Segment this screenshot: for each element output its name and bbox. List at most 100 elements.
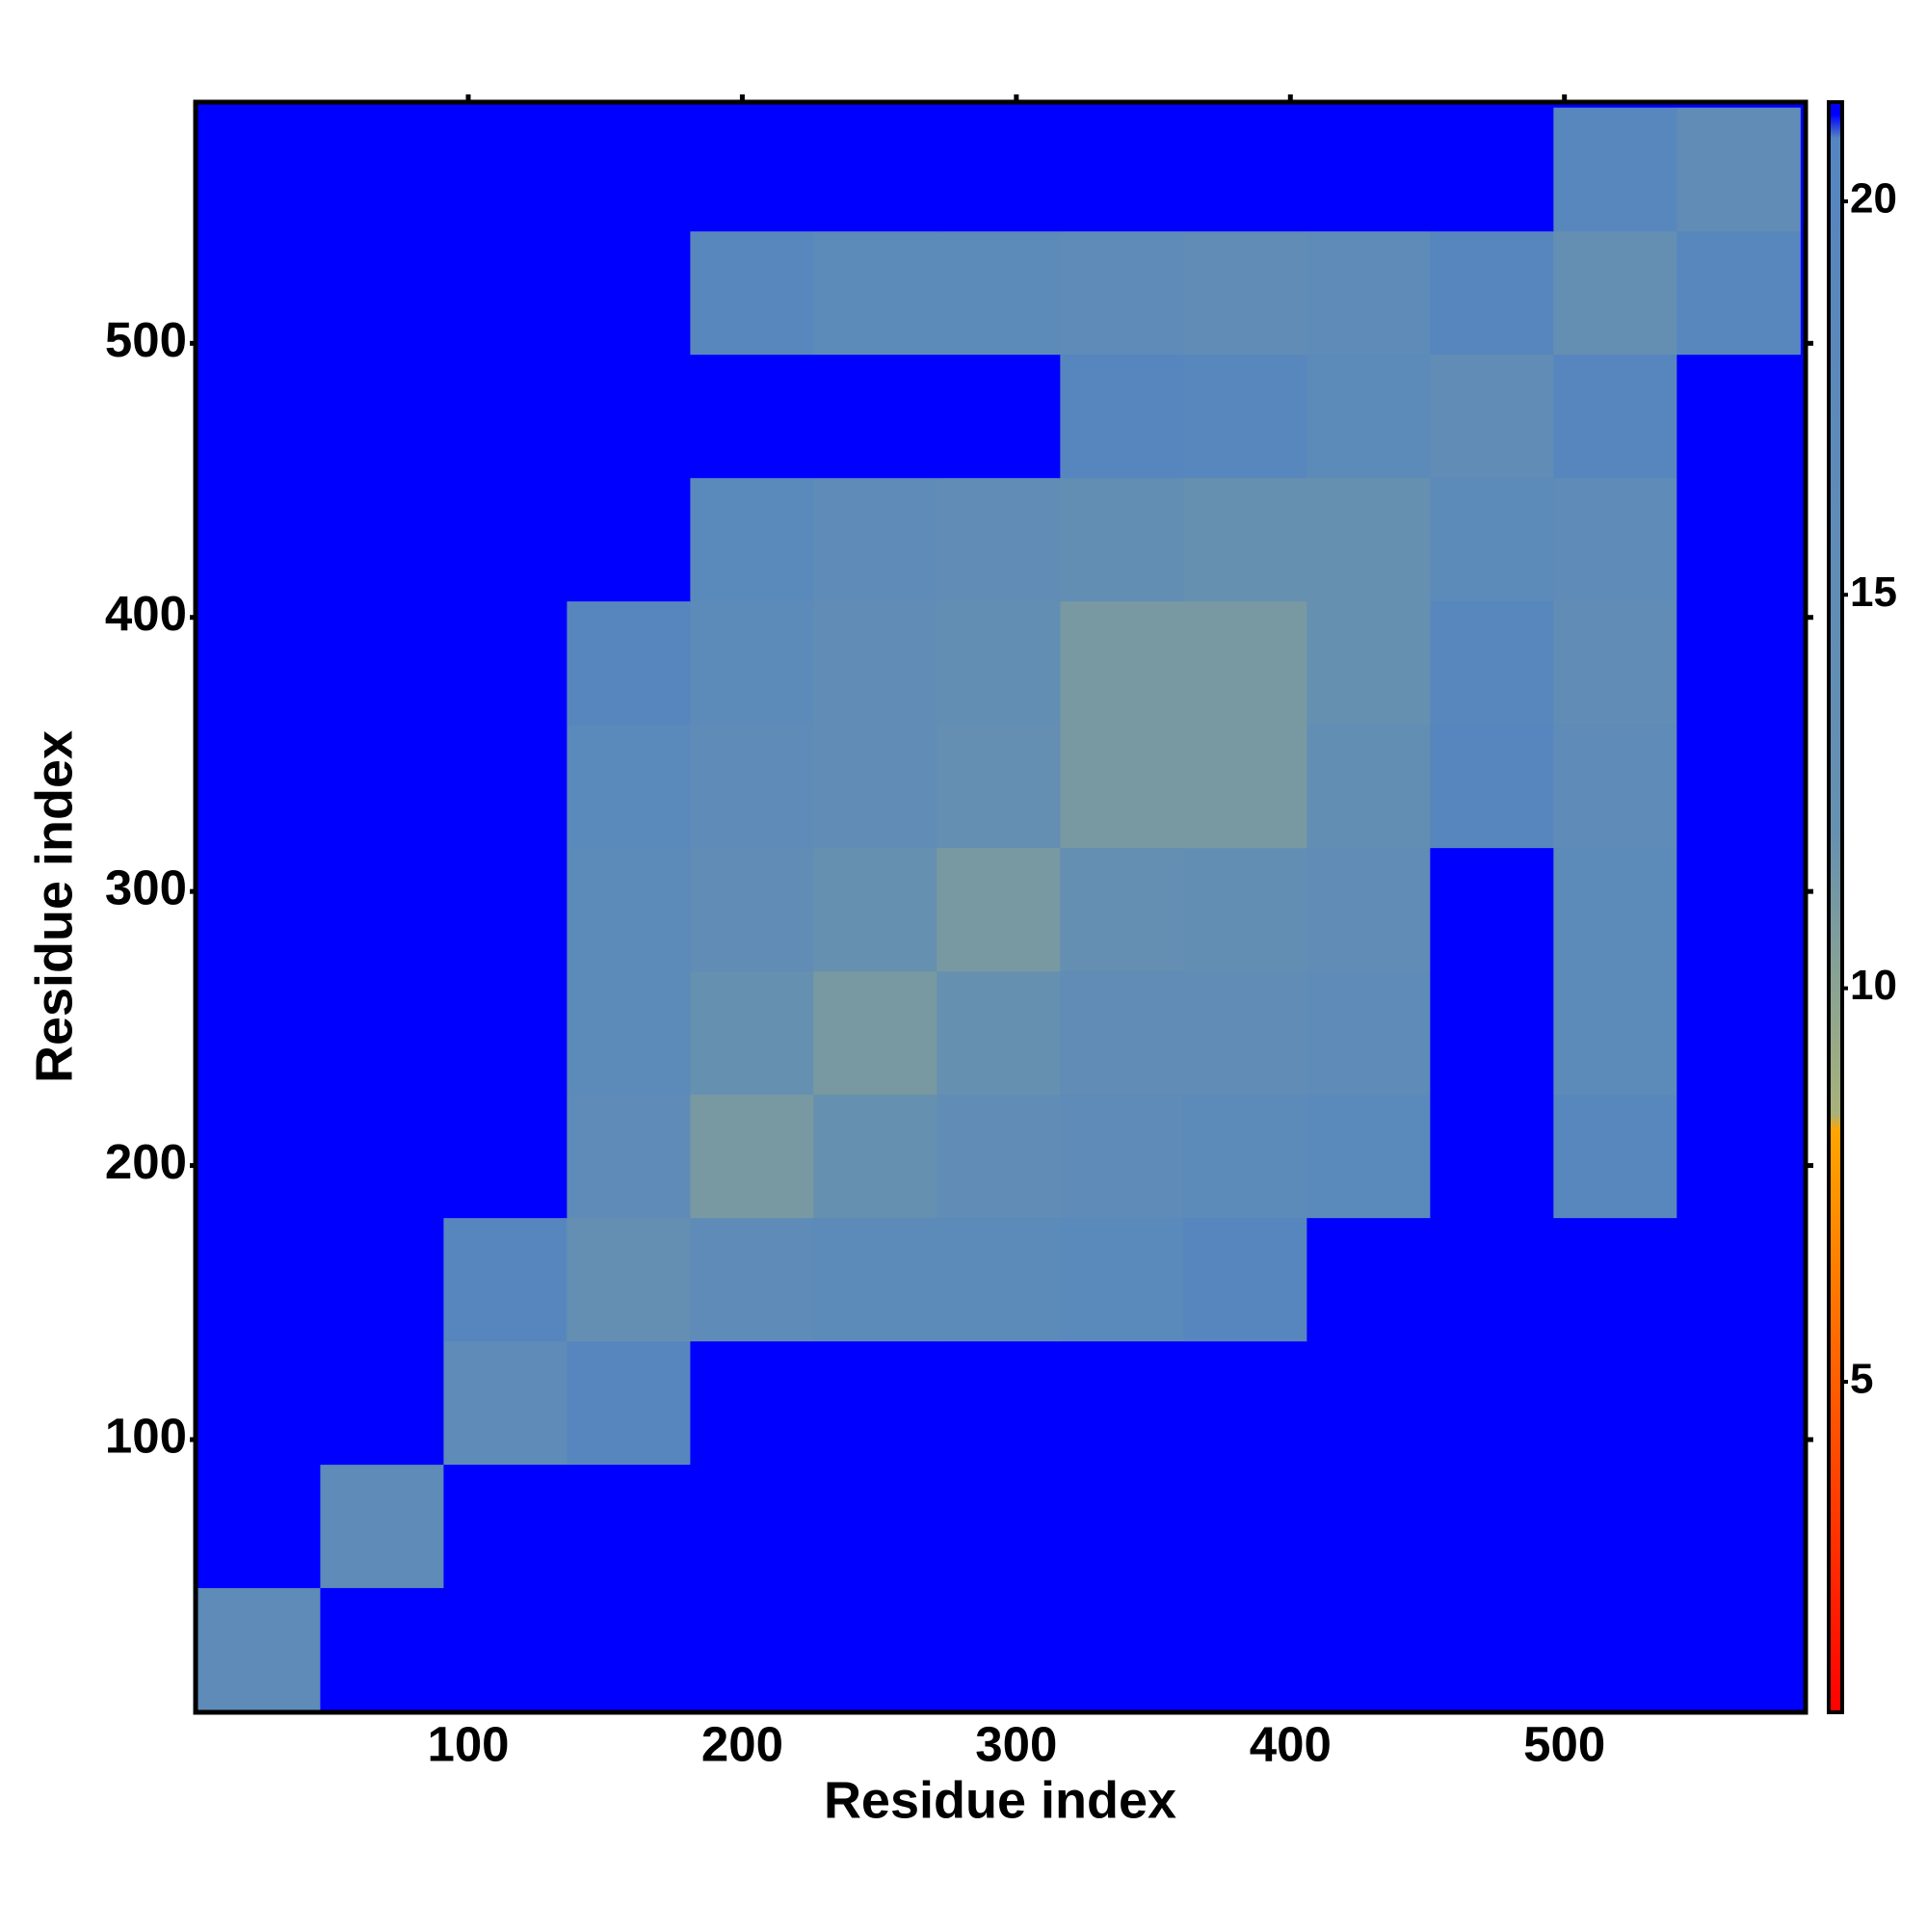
heatmap-cell — [1183, 1094, 1307, 1219]
colorbar-tick-label: 20 — [1850, 175, 1897, 223]
heatmap-cell — [567, 847, 691, 972]
heatmap-cell — [567, 724, 691, 849]
heatmap-cell — [320, 1217, 444, 1342]
heatmap-cell — [197, 354, 321, 479]
heatmap-cell — [937, 230, 1061, 356]
heatmap-cell — [197, 1340, 321, 1466]
heatmap-cell — [197, 1587, 321, 1712]
heatmap-cell — [813, 230, 937, 356]
heatmap-cell — [1430, 354, 1554, 479]
heatmap-cell — [1307, 1340, 1431, 1466]
heatmap-cell — [1060, 107, 1184, 232]
heatmap-cell — [813, 1094, 937, 1219]
heatmap-cell — [813, 1217, 937, 1342]
x-tick-label: 200 — [701, 1716, 783, 1771]
heatmap-cell — [1553, 600, 1677, 726]
heatmap-cell — [1430, 1094, 1554, 1219]
heatmap-cell — [443, 1464, 568, 1589]
heatmap-cell — [690, 1340, 814, 1466]
heatmap-cell — [1183, 847, 1307, 972]
y-axis-title: Residue index — [25, 730, 83, 1083]
heatmap-cell — [320, 354, 444, 479]
heatmap-cell — [937, 354, 1061, 479]
heatmap-cell — [1553, 724, 1677, 849]
heatmap-cell — [690, 1094, 814, 1219]
heatmap-cell — [1307, 1464, 1431, 1589]
x-tick-label: 300 — [975, 1716, 1057, 1771]
heatmap-cell — [567, 477, 691, 602]
y-tick-label: 200 — [105, 1134, 187, 1189]
heatmap-cell — [1676, 477, 1801, 602]
heatmap-cell — [690, 230, 814, 356]
colorbar-tick-label: 10 — [1850, 962, 1897, 1009]
heatmap-cell — [443, 107, 568, 232]
heatmap-cell — [1060, 477, 1184, 602]
heatmap-cell — [937, 1094, 1061, 1219]
heatmap-cell — [937, 1464, 1061, 1589]
heatmap-cell — [197, 847, 321, 972]
y-tick-label: 400 — [105, 586, 187, 641]
heatmap-cell — [1676, 1094, 1801, 1219]
x-tick-label: 100 — [427, 1716, 509, 1771]
heatmap-cell — [1060, 1094, 1184, 1219]
y-tick-label: 300 — [105, 860, 187, 915]
heatmap-cell — [1060, 724, 1184, 849]
heatmap-cell — [937, 1587, 1061, 1712]
heatmap-cell — [937, 724, 1061, 849]
x-tick-label: 400 — [1250, 1716, 1332, 1771]
heatmap-cell — [197, 1094, 321, 1219]
heatmap-cell — [1676, 1340, 1801, 1466]
heatmap-cell — [1553, 354, 1677, 479]
plot-frame — [193, 99, 1808, 1715]
heatmap-cell — [1553, 1587, 1677, 1712]
heatmap-cell — [1307, 354, 1431, 479]
heatmap-cell — [1430, 230, 1554, 356]
heatmap-cell — [690, 107, 814, 232]
heatmap-cell — [1553, 1464, 1677, 1589]
heatmap-cells — [196, 102, 1806, 1712]
heatmap-cell — [443, 724, 568, 849]
heatmap-cell — [1183, 477, 1307, 602]
heatmap-cell — [690, 724, 814, 849]
heatmap-cell — [937, 107, 1061, 232]
heatmap-cell — [443, 847, 568, 972]
heatmap-cell — [443, 600, 568, 726]
heatmap-cell — [1060, 354, 1184, 479]
heatmap-cell — [813, 1340, 937, 1466]
heatmap-cell — [1307, 847, 1431, 972]
heatmap-cell — [1553, 1217, 1677, 1342]
heatmap-cell — [1307, 970, 1431, 1096]
heatmap-cell — [813, 477, 937, 602]
heatmap-cell — [320, 230, 444, 356]
colorbar — [1827, 100, 1844, 1714]
heatmap-cell — [1307, 724, 1431, 849]
heatmap-cell — [197, 107, 321, 232]
heatmap-cell — [320, 107, 444, 232]
heatmap-cell — [1183, 1217, 1307, 1342]
heatmap-cell — [443, 970, 568, 1096]
heatmap-cell — [1676, 970, 1801, 1096]
heatmap-cell — [1060, 600, 1184, 726]
heatmap-cell — [1430, 1340, 1554, 1466]
heatmap-cell — [443, 1217, 568, 1342]
heatmap-cell — [1553, 107, 1677, 232]
x-axis-title: Residue index — [824, 1771, 1176, 1829]
heatmap-cell — [567, 354, 691, 479]
heatmap-cell — [813, 970, 937, 1096]
heatmap-cell — [1553, 847, 1677, 972]
heatmap-cell — [937, 600, 1061, 726]
heatmap-cell — [1430, 107, 1554, 232]
x-tick-label: 500 — [1523, 1716, 1605, 1771]
heatmap-cell — [197, 1217, 321, 1342]
heatmap-cell — [197, 477, 321, 602]
heatmap-cell — [1430, 1587, 1554, 1712]
heatmap-cell — [1060, 1340, 1184, 1466]
heatmap-cell — [1307, 477, 1431, 602]
heatmap-cell — [320, 1094, 444, 1219]
heatmap-cell — [937, 970, 1061, 1096]
heatmap-cell — [567, 1464, 691, 1589]
heatmap-cell — [813, 107, 937, 232]
heatmap-cell — [1676, 1217, 1801, 1342]
heatmap-cell — [1430, 477, 1554, 602]
heatmap-cell — [1060, 1464, 1184, 1589]
